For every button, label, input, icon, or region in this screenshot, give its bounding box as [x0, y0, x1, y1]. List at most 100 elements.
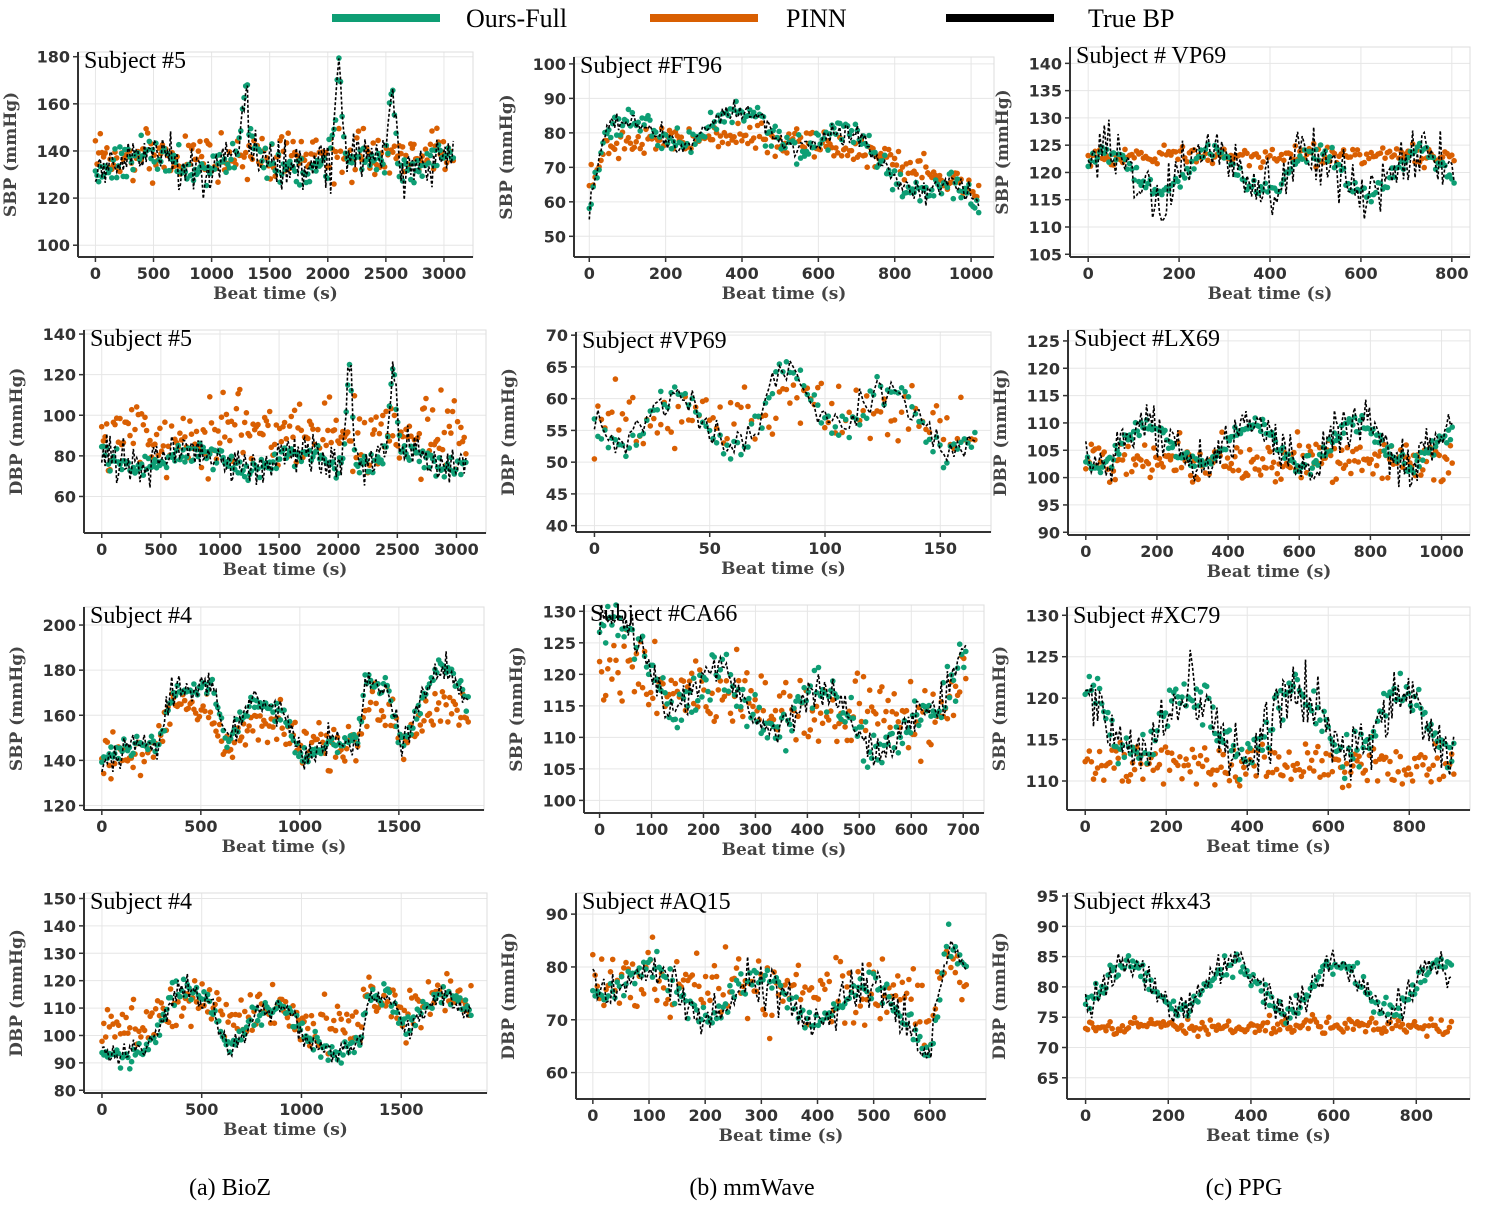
- ours-point: [118, 466, 125, 473]
- ours-point: [293, 1012, 300, 1019]
- pinn-point: [842, 1020, 848, 1026]
- ours-point: [350, 414, 356, 420]
- pinn-point: [1424, 772, 1430, 778]
- data-points: [591, 358, 978, 471]
- ours-point: [417, 710, 424, 717]
- x-tick-label: 2000: [306, 264, 351, 283]
- data-points: [586, 98, 982, 220]
- pinn-point: [353, 454, 360, 461]
- pinn-point: [1086, 748, 1093, 754]
- y-axis-label: SBP (mmHg): [497, 94, 517, 219]
- pinn-point: [386, 170, 393, 176]
- ours-point: [720, 451, 727, 457]
- pinn-point: [1313, 441, 1319, 448]
- ours-point: [897, 1013, 903, 1019]
- pinn-point: [334, 1003, 341, 1010]
- ours-point: [930, 448, 936, 455]
- pinn-point: [801, 730, 807, 736]
- pinn-point: [1287, 151, 1294, 157]
- pinn-point: [457, 987, 463, 993]
- ours-point: [830, 1001, 837, 1007]
- pinn-point: [733, 965, 740, 971]
- pinn-point: [1088, 1020, 1095, 1026]
- ours-point: [1154, 728, 1161, 734]
- y-tick-label: 95: [1038, 496, 1060, 515]
- ours-point: [793, 994, 799, 1000]
- pinn-point: [1370, 1027, 1377, 1033]
- ours-point: [783, 359, 790, 365]
- pinn-point: [1391, 152, 1398, 158]
- ours-point: [115, 1050, 122, 1057]
- pinn-point: [1214, 767, 1220, 774]
- pinn-point: [182, 434, 188, 440]
- pinn-point: [1356, 151, 1363, 158]
- pinn-point: [839, 973, 846, 979]
- ours-point: [1125, 953, 1132, 959]
- pinn-point: [598, 669, 605, 675]
- pinn-point: [236, 1012, 242, 1018]
- ours-point: [1317, 717, 1323, 723]
- ours-point: [145, 455, 152, 462]
- ours-point: [1384, 184, 1391, 191]
- pinn-point: [1335, 757, 1342, 763]
- pinn-point: [1385, 771, 1391, 777]
- pinn-point: [1373, 462, 1380, 469]
- pinn-point: [884, 1009, 890, 1016]
- ours-point: [902, 388, 908, 395]
- pinn-point: [1281, 157, 1287, 164]
- ours-point: [724, 442, 730, 449]
- ours-point: [405, 1014, 411, 1020]
- ours-point: [1301, 997, 1308, 1003]
- pinn-point: [310, 426, 316, 432]
- pinn-point: [336, 1010, 343, 1017]
- ours-point: [930, 193, 937, 199]
- pinn-point: [1430, 762, 1436, 769]
- ours-point: [410, 1014, 417, 1020]
- pinn-point: [934, 969, 941, 975]
- pinn-point: [180, 1005, 187, 1011]
- ours-point: [795, 132, 802, 138]
- pinn-point: [794, 395, 800, 401]
- ours-point: [671, 1000, 678, 1007]
- ours-point: [334, 749, 341, 756]
- pinn-point: [842, 145, 849, 151]
- ours-point: [929, 187, 935, 193]
- pinn-point: [430, 722, 437, 728]
- ours-point: [647, 956, 654, 963]
- ours-point: [1211, 975, 1218, 982]
- ours-point: [1107, 962, 1113, 969]
- pinn-point: [917, 1019, 923, 1025]
- pinn-point: [1138, 457, 1144, 463]
- pinn-point: [137, 772, 144, 779]
- ours-point: [1412, 452, 1419, 459]
- pinn-point: [1292, 767, 1299, 773]
- pinn-point: [333, 417, 340, 424]
- pinn-point: [616, 427, 622, 433]
- ours-point: [128, 1058, 135, 1065]
- pinn-point: [815, 384, 821, 391]
- pinn-point: [758, 673, 764, 679]
- pinn-point: [613, 657, 619, 664]
- pinn-point: [1424, 1033, 1430, 1039]
- pinn-point: [766, 424, 772, 431]
- ours-point: [750, 711, 756, 718]
- pinn-point: [435, 700, 442, 706]
- pinn-point: [1161, 142, 1167, 148]
- pinn-point: [703, 704, 709, 710]
- pinn-point: [1363, 151, 1370, 157]
- pinn-point: [686, 678, 693, 684]
- pinn-point: [1420, 762, 1426, 768]
- pinn-point: [923, 164, 929, 170]
- x-tick-label: 400: [1211, 542, 1244, 561]
- x-axis-label: Beat time (s): [719, 1126, 844, 1146]
- ours-point: [298, 458, 305, 465]
- ours-point: [1181, 681, 1187, 687]
- ours-point: [109, 175, 115, 181]
- pinn-point: [1178, 464, 1185, 471]
- pinn-point: [1195, 760, 1202, 767]
- ours-point: [255, 465, 261, 472]
- pinn-point: [808, 985, 815, 991]
- ours-point: [163, 464, 170, 471]
- pinn-point: [1418, 472, 1424, 478]
- pinn-point: [1409, 778, 1416, 784]
